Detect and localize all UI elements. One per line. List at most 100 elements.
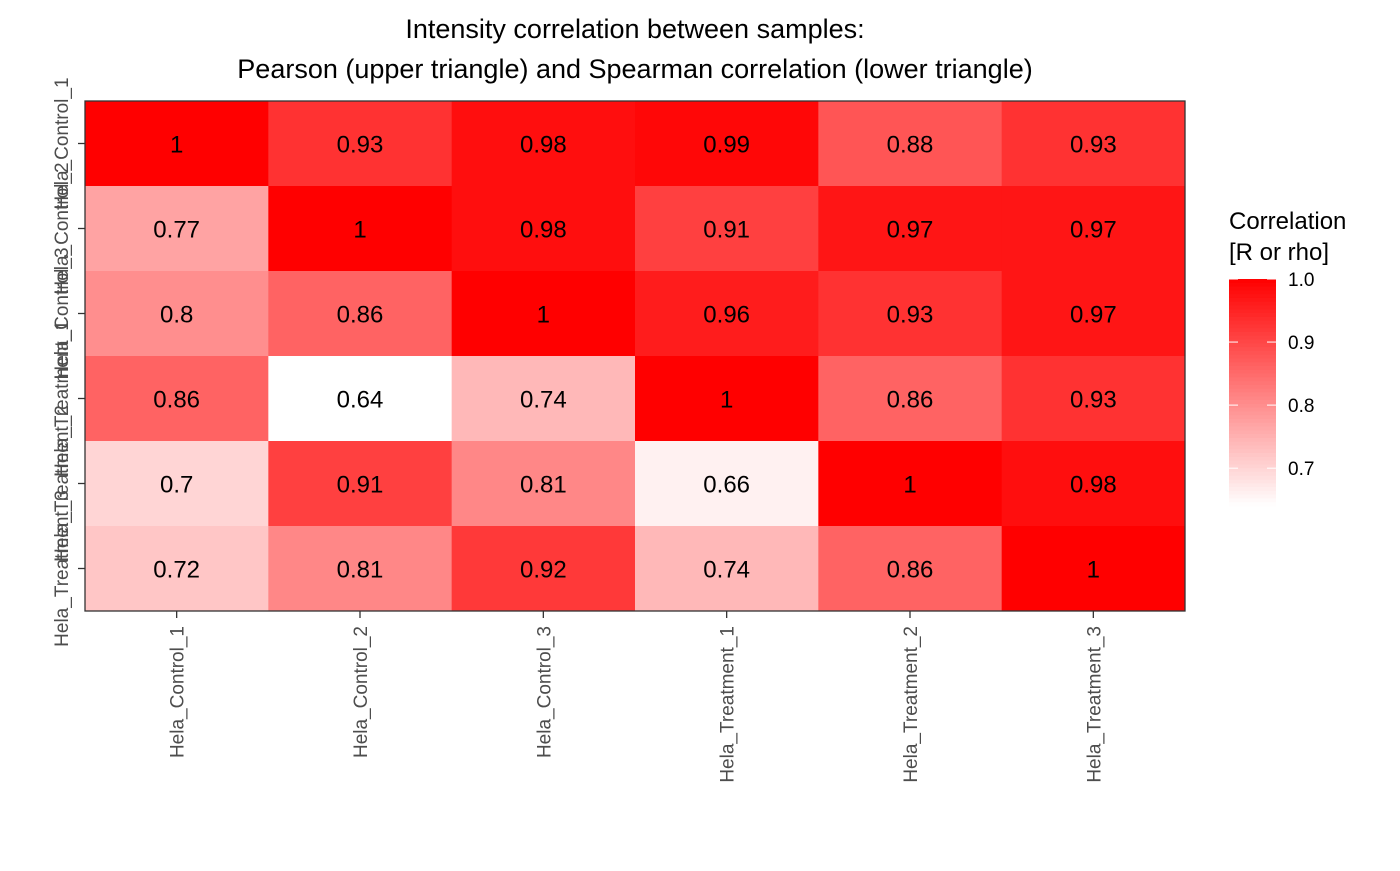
legend-color-step bbox=[1229, 483, 1276, 488]
legend-color-step bbox=[1229, 415, 1276, 420]
heatmap-cell bbox=[1001, 526, 1186, 612]
legend-title-line2: [R or rho] bbox=[1229, 239, 1329, 266]
cell-value-label: 0.86 bbox=[337, 302, 384, 329]
cell-value-label: 0.77 bbox=[153, 217, 200, 244]
heatmap-value-labels: 1 0.93 0.98 0.99 0.88 0.93 0.77 1 0.98 0.91 0.97 0.… bbox=[153, 132, 1116, 584]
chart-title: Intensity correlation between samples: bbox=[405, 14, 864, 44]
y-tick-label: Hela_Treatment_3 bbox=[52, 490, 73, 647]
cell-value-label: 0.93 bbox=[337, 132, 384, 159]
cell-value-label: 0.96 bbox=[703, 302, 750, 329]
heatmap-cell bbox=[85, 356, 269, 442]
legend-color-step bbox=[1229, 328, 1276, 333]
legend-color-step bbox=[1229, 324, 1276, 329]
legend-color-step bbox=[1229, 396, 1276, 401]
heatmap-cell bbox=[451, 271, 636, 357]
legend-color-step bbox=[1229, 316, 1276, 322]
x-axis: Hela_Control_1 Hela_Control_2 Hela_Control… bbox=[168, 611, 1105, 783]
cell-value-label: 0.74 bbox=[520, 387, 567, 414]
cell-value-label: 1 bbox=[353, 217, 366, 244]
cell-value-label: 0.7 bbox=[160, 472, 193, 499]
cell-value-label: 0.91 bbox=[337, 472, 384, 499]
cell-value-label: 1 bbox=[903, 472, 916, 499]
heatmap-cells bbox=[85, 101, 1186, 612]
legend-tick-label: 1.0 bbox=[1288, 270, 1314, 291]
heatmap-cell bbox=[818, 526, 1003, 612]
heatmap-cell bbox=[268, 186, 453, 272]
cell-value-label: 0.81 bbox=[337, 557, 384, 584]
heatmap-cell bbox=[451, 186, 636, 272]
heatmap-cell bbox=[268, 441, 453, 527]
heatmap-cell bbox=[85, 186, 269, 272]
cell-value-label: 0.64 bbox=[337, 387, 384, 414]
cell-value-label: 0.8 bbox=[160, 302, 193, 329]
cell-value-label: 0.98 bbox=[1070, 472, 1117, 499]
legend-color-step bbox=[1229, 426, 1276, 431]
x-tick-label: Hela_Treatment_1 bbox=[718, 626, 739, 783]
legend-color-step bbox=[1229, 422, 1276, 428]
cell-value-label: 0.98 bbox=[520, 132, 567, 159]
y-tick-label: Hela_Treatment_1 bbox=[52, 320, 73, 477]
cell-value-label: 1 bbox=[170, 132, 183, 159]
chart-subtitle: Pearson (upper triangle) and Spearman co… bbox=[237, 54, 1032, 84]
heatmap-cell bbox=[85, 441, 269, 527]
legend-color-step bbox=[1229, 381, 1276, 386]
cell-value-label: 0.99 bbox=[703, 132, 750, 159]
legend-color-step bbox=[1229, 418, 1276, 424]
legend-color-step bbox=[1229, 403, 1276, 409]
legend-color-step bbox=[1229, 354, 1276, 360]
legend-color-step bbox=[1229, 498, 1276, 503]
x-tick-label: Hela_Treatment_2 bbox=[901, 626, 922, 783]
legend-color-step bbox=[1229, 437, 1276, 443]
cell-value-label: 0.66 bbox=[703, 472, 750, 499]
legend-color-step bbox=[1229, 313, 1276, 318]
cell-value-label: 0.98 bbox=[520, 217, 567, 244]
legend-color-step bbox=[1229, 282, 1276, 288]
x-tick-label: Hela_Treatment_3 bbox=[1084, 626, 1105, 783]
heatmap-cell bbox=[635, 356, 819, 442]
heatmap-cell bbox=[818, 441, 1003, 527]
heatmap-cell bbox=[1001, 356, 1186, 442]
legend-color-step bbox=[1229, 502, 1276, 507]
legend-color-step bbox=[1229, 475, 1276, 481]
panel-border bbox=[84, 100, 1186, 612]
y-axis: Hela_Control_1Hela_Control_2Hela_Control… bbox=[52, 77, 85, 647]
cell-value-label: 0.93 bbox=[1070, 387, 1117, 414]
legend-color-step bbox=[1229, 453, 1276, 458]
y-tick-label: Hela_Control_1 bbox=[52, 77, 73, 209]
legend-color-step bbox=[1229, 301, 1276, 307]
legend-color-step bbox=[1229, 279, 1276, 284]
x-tick-label: Hela_Control_3 bbox=[534, 626, 555, 758]
cell-value-label: 0.88 bbox=[887, 132, 934, 159]
heatmap-cell bbox=[635, 441, 819, 527]
cell-value-label: 0.91 bbox=[703, 217, 750, 244]
legend-tick-label: 0.9 bbox=[1288, 333, 1314, 354]
y-tick-label: Hela_Treatment_2 bbox=[52, 405, 73, 562]
heatmap-cell bbox=[451, 356, 636, 442]
heatmap-cell bbox=[268, 101, 453, 187]
legend-color-step bbox=[1229, 362, 1276, 367]
cell-value-label: 0.93 bbox=[887, 302, 934, 329]
heatmap-cell bbox=[85, 271, 269, 357]
heatmap-cell bbox=[818, 101, 1003, 187]
heatmap-cell bbox=[85, 526, 269, 612]
legend-color-step bbox=[1229, 339, 1276, 344]
legend-color-step bbox=[1229, 464, 1276, 469]
legend-color-step bbox=[1229, 430, 1276, 435]
legend-tick-label: 0.8 bbox=[1288, 396, 1314, 417]
legend-title-line1: Correlation bbox=[1229, 208, 1346, 235]
legend-color-step bbox=[1229, 460, 1276, 465]
cell-value-label: 0.86 bbox=[887, 387, 934, 414]
heatmap-cell bbox=[85, 101, 269, 187]
heatmap-cell bbox=[818, 186, 1003, 272]
heatmap-cell bbox=[635, 186, 819, 272]
heatmap-cell bbox=[451, 526, 636, 612]
heatmap-cell bbox=[1001, 271, 1186, 357]
legend-color-step bbox=[1229, 294, 1276, 299]
x-tick-label: Hela_Control_2 bbox=[351, 626, 372, 758]
legend-color-step bbox=[1229, 286, 1276, 291]
cell-value-label: 0.86 bbox=[153, 387, 200, 414]
legend-color-step bbox=[1229, 471, 1276, 477]
heatmap-cell bbox=[268, 356, 453, 442]
cell-value-label: 0.74 bbox=[703, 557, 750, 584]
